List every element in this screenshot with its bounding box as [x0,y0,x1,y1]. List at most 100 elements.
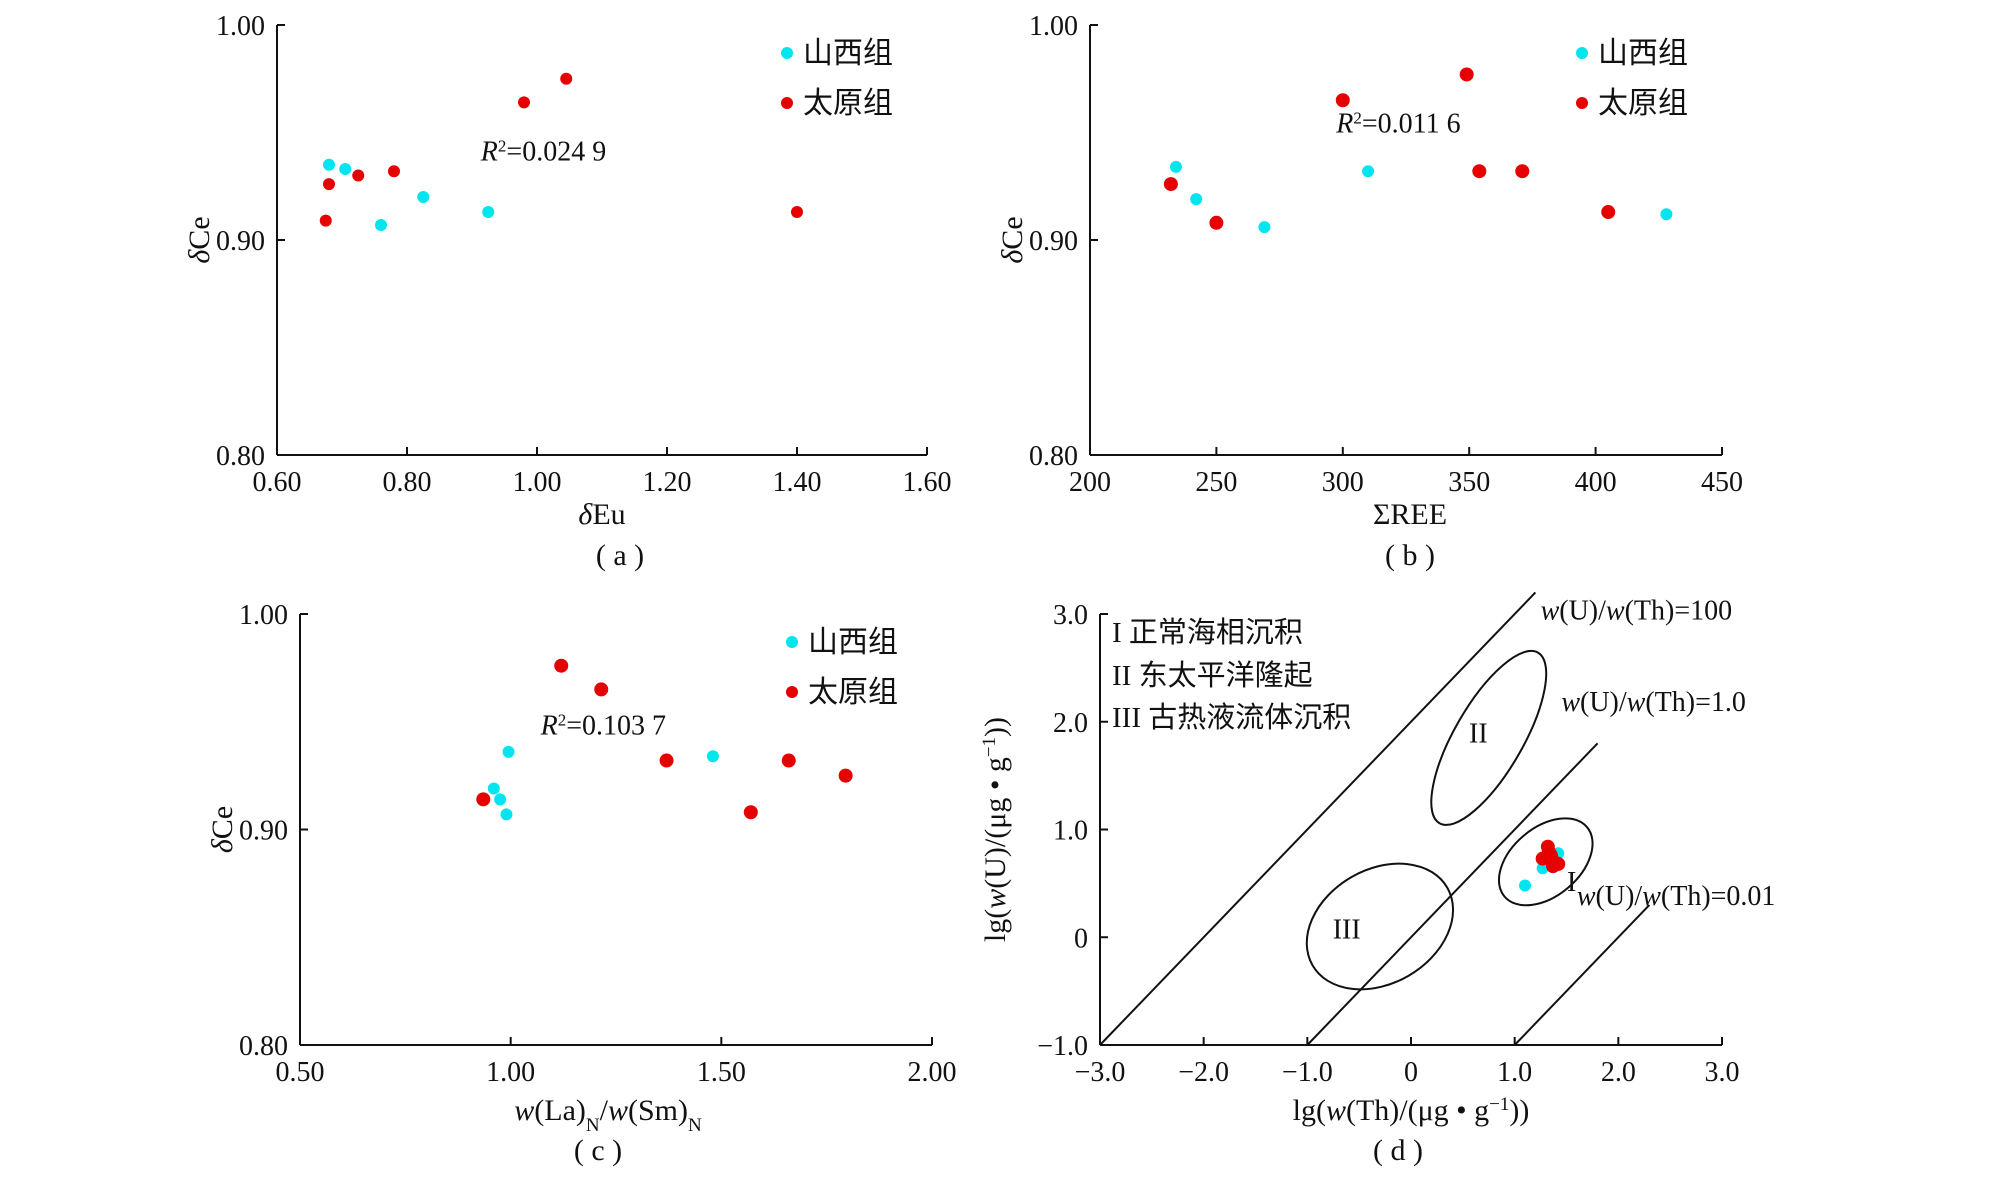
legend-label-shanxi: 山西组 [1598,37,1688,70]
x-tick-label: 1.00 [486,1057,535,1088]
data-point [1546,859,1561,874]
data-point [494,793,507,806]
x-tick-label: 250 [1195,467,1237,498]
data-point [1163,177,1178,192]
data-point [323,158,335,171]
y-tick-label: −1.0 [1037,1031,1088,1062]
y-tick-label: 0.80 [216,441,265,472]
legend-label-taiyuan: 太原组 [803,87,893,120]
x-tick-label: 1.0 [1497,1057,1532,1088]
x-tick-label: −1.0 [1282,1057,1333,1088]
legend-label-shanxi: 山西组 [808,626,898,659]
ratio-line [1099,591,1537,1046]
x-axis-label: ΣREE [1373,498,1447,531]
y-tick-label: 1.00 [239,600,288,631]
data-point [791,206,803,219]
x-tick-label: −2.0 [1178,1057,1229,1088]
region-key-item: II 东太平洋隆起 [1112,659,1313,692]
y-tick-label: 1.00 [1029,11,1078,42]
legend-marker-taiyuan [786,686,798,698]
r-squared-annotation: R2=0.103 7 [540,710,666,742]
y-tick-label: 0.80 [239,1031,288,1062]
y-tick-label: 0.90 [216,226,265,257]
data-point [388,165,400,178]
y-tick-label: 0.90 [1029,226,1078,257]
panel-caption: ( a ) [596,539,644,572]
ratio-line [1513,904,1651,1046]
data-point [1519,879,1532,892]
region-label: II [1469,719,1488,750]
data-point [1515,164,1530,179]
x-tick-label: −3.0 [1075,1057,1126,1088]
data-point [319,214,332,227]
x-axis-label: lg(w(Th)/(μg • g−1)) [1293,1094,1530,1128]
data-point [476,792,491,807]
data-point [339,163,352,176]
r-squared-annotation: R2=0.024 9 [480,136,606,168]
data-point [659,753,674,768]
legend-marker-taiyuan [781,97,793,109]
x-tick-label: 0.50 [276,1057,325,1088]
x-tick-label: 350 [1448,467,1490,498]
data-point [1335,93,1350,108]
data-point [1258,221,1271,234]
x-tick-label: 400 [1575,467,1617,498]
panel-caption: ( d ) [1373,1134,1423,1167]
region-key-item: III 古热液流体沉积 [1112,701,1351,734]
y-tick-label: 0 [1074,923,1088,954]
legend-marker-shanxi [1576,47,1588,59]
legend-marker-shanxi [786,636,798,648]
x-tick-label: 1.60 [903,467,952,498]
region-label: I [1567,867,1576,898]
data-point [1190,193,1203,206]
x-tick-label: 1.50 [697,1057,746,1088]
region-III [1305,862,1455,991]
data-point [502,745,515,758]
x-tick-label: 0.80 [383,467,432,498]
y-axis-label: lg(w(U)/(μg • g−1)) [979,717,1013,942]
data-point [1362,165,1375,178]
data-point [417,191,430,203]
ratio-line [1306,742,1599,1046]
y-axis-label: δCe [183,216,216,263]
x-tick-label: 2.00 [908,1057,957,1088]
x-tick-label: 0 [1404,1057,1418,1088]
x-tick-label: 300 [1322,467,1364,498]
y-tick-label: 2.0 [1053,708,1088,739]
data-point [1601,205,1616,220]
data-point [781,753,796,768]
ratio-line-label: w(U)/w(Th)=1.0 [1561,687,1746,718]
data-point [375,218,387,231]
chart-b: 200 250 300 350 400 450 0.80 0.90 1.00 ΣREE δCe ( b… [996,11,1743,572]
data-point [323,178,335,191]
x-tick-label: 1.00 [513,467,562,498]
x-tick-label: 1.20 [643,467,692,498]
region-II [1430,649,1548,826]
x-tick-label: 2.0 [1601,1057,1636,1088]
x-tick-label: 450 [1701,467,1743,498]
x-tick-label: 200 [1069,467,1111,498]
legend-label-taiyuan: 太原组 [808,676,898,709]
data-point [482,206,495,219]
x-axis-label: w(La)N/w(Sm)N [514,1094,702,1136]
chart-a: 0.60 0.80 1.00 1.20 1.40 1.600.800.901.00δEuδ… [183,11,952,572]
x-tick-label: 3.0 [1705,1057,1740,1088]
data-point [1169,160,1182,173]
data-point [594,682,609,697]
data-point [838,768,853,783]
data-point [1209,215,1224,230]
r-squared-annotation: R2=0.011 6 [1335,108,1460,140]
x-axis-label: δEu [578,498,625,531]
data-point [706,750,719,763]
panel-caption: ( b ) [1385,539,1435,572]
y-tick-label: 0.80 [1029,441,1078,472]
legend-label-shanxi: 山西组 [803,37,893,70]
data-point [554,658,569,673]
y-tick-label: 1.0 [1053,816,1088,847]
data-point [560,72,573,85]
legend-marker-taiyuan [1576,97,1588,109]
data-point [1472,164,1487,179]
chart-c: 0.50 1.00 1.50 2.00 0.80 0.90 1.00 w(La)N/w(Sm)… [206,600,957,1167]
panel-caption: ( c ) [574,1134,622,1167]
